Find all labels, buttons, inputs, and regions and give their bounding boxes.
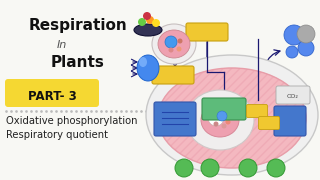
FancyBboxPatch shape xyxy=(202,98,246,120)
Ellipse shape xyxy=(152,24,196,64)
FancyBboxPatch shape xyxy=(276,86,310,104)
Circle shape xyxy=(239,159,257,177)
Ellipse shape xyxy=(186,90,254,150)
Circle shape xyxy=(208,110,224,126)
Text: CO₂: CO₂ xyxy=(287,93,299,98)
Circle shape xyxy=(177,46,181,51)
Text: Respiratory quotient: Respiratory quotient xyxy=(6,130,108,140)
Circle shape xyxy=(165,36,177,48)
Ellipse shape xyxy=(139,57,147,67)
Circle shape xyxy=(298,40,314,56)
FancyBboxPatch shape xyxy=(274,106,306,136)
Ellipse shape xyxy=(201,103,239,137)
Circle shape xyxy=(286,46,298,58)
Circle shape xyxy=(175,159,193,177)
Circle shape xyxy=(152,19,160,27)
Circle shape xyxy=(217,111,227,121)
Ellipse shape xyxy=(137,55,159,81)
FancyBboxPatch shape xyxy=(152,66,194,84)
Circle shape xyxy=(226,120,230,125)
Circle shape xyxy=(267,159,285,177)
Text: Respiration: Respiration xyxy=(28,18,127,33)
FancyBboxPatch shape xyxy=(259,116,279,129)
Text: Oxidative phosphorylation: Oxidative phosphorylation xyxy=(6,116,138,126)
FancyBboxPatch shape xyxy=(5,79,99,107)
FancyBboxPatch shape xyxy=(154,102,196,136)
Ellipse shape xyxy=(158,30,190,58)
Text: Plants: Plants xyxy=(51,55,105,70)
Circle shape xyxy=(169,48,173,53)
Circle shape xyxy=(201,159,219,177)
FancyBboxPatch shape xyxy=(186,23,228,41)
Circle shape xyxy=(146,16,154,24)
Text: PART- 3: PART- 3 xyxy=(28,89,76,102)
Circle shape xyxy=(297,25,315,43)
Ellipse shape xyxy=(134,24,162,36)
Circle shape xyxy=(143,12,151,20)
Ellipse shape xyxy=(146,55,318,175)
Ellipse shape xyxy=(158,68,306,168)
FancyBboxPatch shape xyxy=(246,105,268,118)
Circle shape xyxy=(178,39,182,44)
Circle shape xyxy=(213,122,219,127)
Text: In: In xyxy=(57,40,67,50)
Circle shape xyxy=(221,123,227,129)
Circle shape xyxy=(284,25,304,45)
Circle shape xyxy=(138,18,146,26)
